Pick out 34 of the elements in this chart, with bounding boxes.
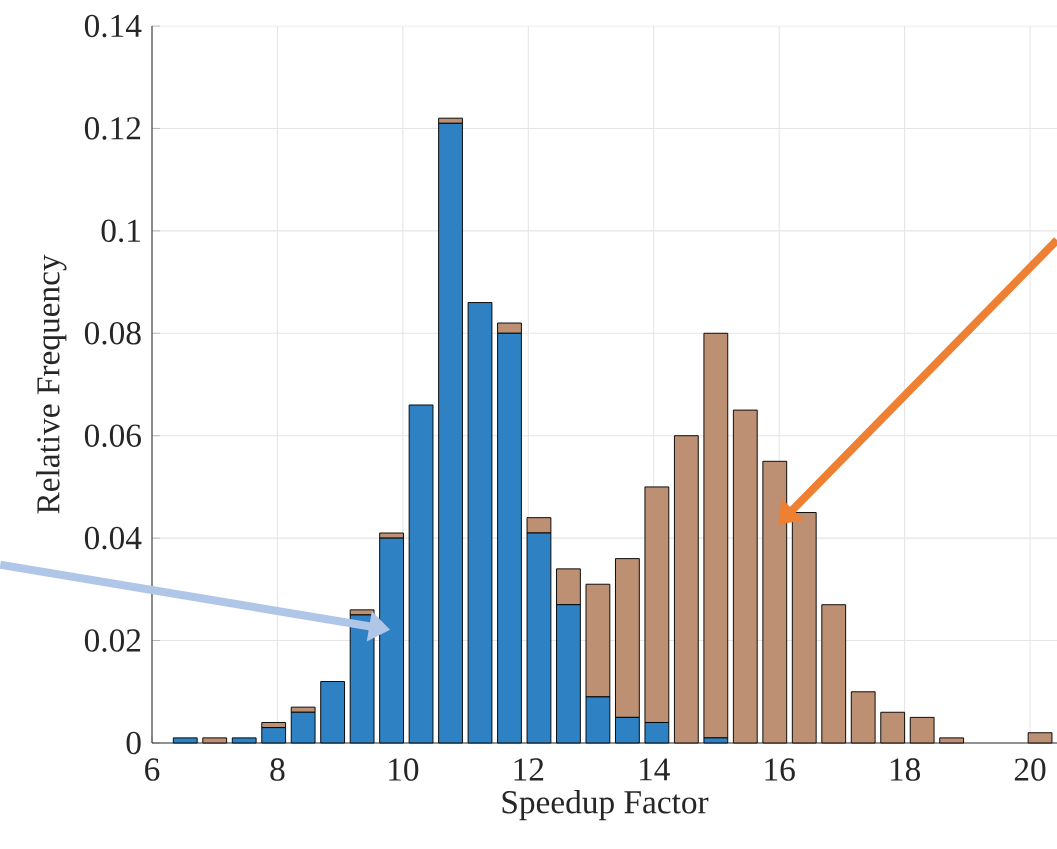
x-tick-label: 12 <box>514 758 544 781</box>
x-tick-label: 20 <box>1014 758 1046 781</box>
bar <box>202 737 228 744</box>
x-axis-title: Speedup Factor <box>502 790 709 821</box>
bar <box>172 737 198 744</box>
bar <box>880 711 906 744</box>
y-tick-label: 0.04 <box>84 526 142 550</box>
bar <box>909 716 935 744</box>
y-tick-label: 0.14 <box>84 14 142 38</box>
bar <box>438 122 463 744</box>
y-tick-label: 0.06 <box>84 424 141 448</box>
bar <box>408 404 434 744</box>
bar <box>762 460 788 744</box>
bar <box>467 302 493 744</box>
y-axis-title: Relative Frequency <box>36 254 67 514</box>
y-tick-label: 0.02 <box>84 629 141 652</box>
bar <box>939 737 965 744</box>
x-tick-label: 8 <box>270 758 285 781</box>
y-tick-label: 0.12 <box>84 117 141 140</box>
y-tick-label: 0.08 <box>84 321 141 345</box>
bar <box>821 604 847 744</box>
x-tick-label: 14 <box>640 758 670 781</box>
bar <box>320 681 346 744</box>
x-tick-label: 18 <box>890 758 920 781</box>
bar <box>1027 732 1053 744</box>
bar <box>231 737 257 744</box>
bar <box>850 691 876 744</box>
bar <box>732 409 758 744</box>
y-tick-label: 0 <box>126 731 141 755</box>
bar <box>673 435 699 744</box>
y-tick-label: 0.1 <box>101 219 140 243</box>
x-tick-label: 10 <box>389 758 419 781</box>
x-tick-label: 6 <box>145 758 160 781</box>
x-tick-label: 16 <box>765 758 795 781</box>
